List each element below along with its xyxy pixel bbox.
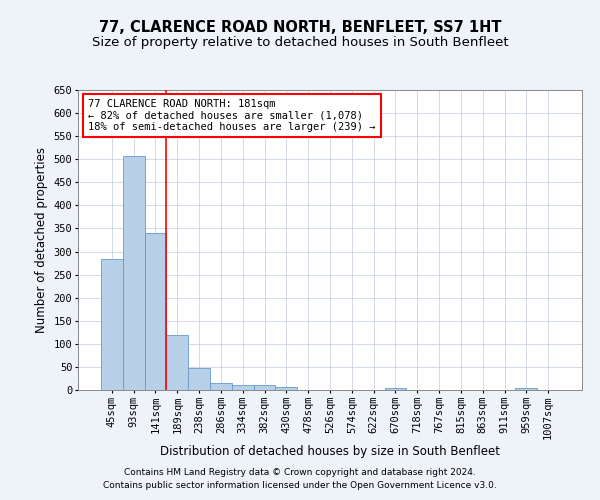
Bar: [232, 385, 254, 390]
X-axis label: Distribution of detached houses by size in South Benfleet: Distribution of detached houses by size …: [160, 445, 500, 458]
Bar: [254, 385, 275, 390]
Text: 77, CLARENCE ROAD NORTH, BENFLEET, SS7 1HT: 77, CLARENCE ROAD NORTH, BENFLEET, SS7 1…: [99, 20, 501, 35]
Bar: [166, 334, 188, 390]
Bar: [515, 388, 537, 390]
Y-axis label: Number of detached properties: Number of detached properties: [35, 147, 48, 333]
Text: Contains public sector information licensed under the Open Government Licence v3: Contains public sector information licen…: [103, 480, 497, 490]
Bar: [210, 382, 232, 390]
Bar: [188, 368, 210, 390]
Bar: [123, 156, 145, 390]
Text: 77 CLARENCE ROAD NORTH: 181sqm
← 82% of detached houses are smaller (1,078)
18% : 77 CLARENCE ROAD NORTH: 181sqm ← 82% of …: [88, 99, 376, 132]
Bar: [101, 260, 123, 390]
Text: Size of property relative to detached houses in South Benfleet: Size of property relative to detached ho…: [92, 36, 508, 49]
Bar: [145, 233, 166, 390]
Bar: [275, 387, 297, 390]
Bar: [385, 388, 406, 390]
Text: Contains HM Land Registry data © Crown copyright and database right 2024.: Contains HM Land Registry data © Crown c…: [124, 468, 476, 477]
